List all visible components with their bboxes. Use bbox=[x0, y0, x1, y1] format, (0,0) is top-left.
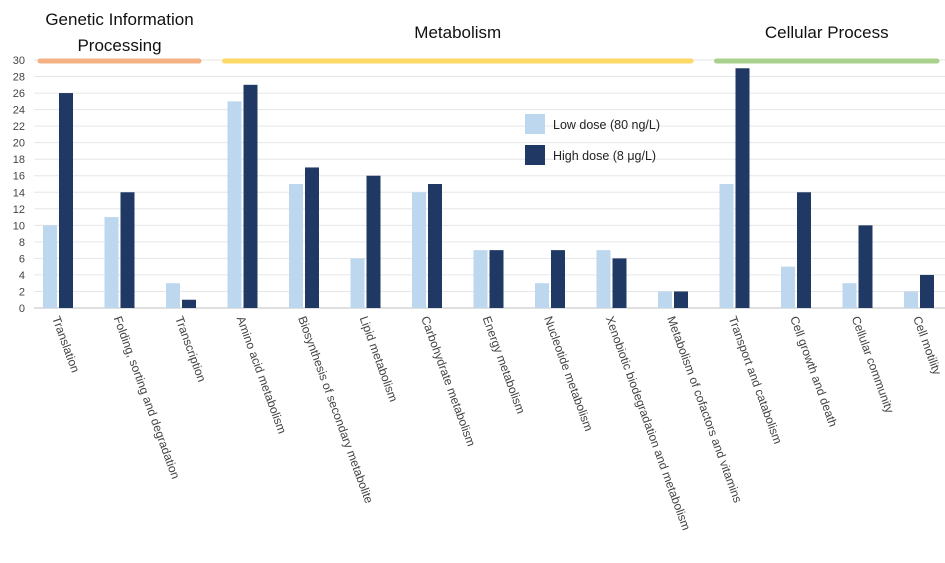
bar-high-dose bbox=[674, 291, 688, 308]
y-tick-label: 30 bbox=[13, 55, 25, 67]
group-title: Metabolism bbox=[414, 23, 501, 42]
bar-high-dose bbox=[489, 250, 504, 308]
y-tick-label: 10 bbox=[13, 220, 25, 232]
x-tick-label: Transcription bbox=[172, 314, 209, 384]
y-tick-label: 8 bbox=[19, 237, 25, 249]
bar-low-dose bbox=[289, 184, 303, 308]
y-tick-label: 28 bbox=[13, 72, 25, 84]
x-tick-label: Lipid metabolism bbox=[357, 314, 401, 403]
bar-low-dose bbox=[473, 250, 488, 308]
y-tick-label: 16 bbox=[13, 171, 25, 183]
y-tick-label: 24 bbox=[13, 105, 25, 117]
legend-swatch bbox=[525, 145, 545, 165]
group-title: Cellular Process bbox=[765, 23, 889, 42]
bar-high-dose bbox=[120, 192, 135, 308]
bar-high-dose bbox=[243, 84, 258, 308]
y-tick-label: 6 bbox=[19, 253, 25, 265]
category-groups: Genetic Information Processing Metabolism C… bbox=[37, 10, 940, 64]
bar-low-dose bbox=[535, 283, 549, 308]
bar-low-dose bbox=[43, 225, 57, 308]
y-tick-label: 20 bbox=[13, 138, 25, 150]
x-tick-label: Carbohydrate metabolism bbox=[418, 314, 478, 448]
bar-high-dose bbox=[366, 175, 381, 308]
group-title: Genetic Information bbox=[45, 10, 193, 29]
bar-high-dose bbox=[305, 167, 319, 308]
bar-low-dose bbox=[904, 291, 918, 308]
bar-low-dose bbox=[781, 266, 795, 308]
x-tick-label: Nucleotide metabolism bbox=[541, 314, 596, 433]
legend-label: High dose (8 μg/L) bbox=[553, 149, 656, 163]
legend-swatch bbox=[525, 114, 545, 134]
y-tick-label: 0 bbox=[19, 303, 25, 315]
bar-high-dose bbox=[858, 225, 873, 308]
x-tick-label: Folding, sorting and degradation bbox=[111, 314, 183, 481]
y-tick-label: 22 bbox=[13, 121, 25, 133]
x-tick-label: Cellular community bbox=[849, 314, 897, 415]
bar-low-dose bbox=[719, 184, 734, 308]
x-tick-label: Amino acid metabolism bbox=[234, 314, 290, 435]
x-tick-label: Translation bbox=[49, 314, 82, 374]
x-axis-labels: Translation Folding, sorting and degradat… bbox=[49, 314, 944, 532]
x-tick-label: Biosynthesis of secondary metabolite bbox=[295, 314, 376, 505]
bar-low-dose bbox=[412, 192, 426, 308]
bar-low-dose bbox=[166, 283, 180, 308]
bars bbox=[43, 68, 934, 309]
group-title: Processing bbox=[77, 36, 161, 55]
bar-low-dose bbox=[596, 250, 611, 308]
bar-high-dose bbox=[59, 93, 73, 308]
y-tick-label: 2 bbox=[19, 286, 25, 298]
y-tick-label: 4 bbox=[19, 270, 25, 282]
bar-high-dose bbox=[920, 274, 934, 308]
bar-low-dose bbox=[658, 291, 672, 308]
bar-high-dose bbox=[735, 68, 750, 309]
bar-low-dose bbox=[842, 283, 857, 308]
x-tick-label: Energy metabolism bbox=[480, 314, 528, 415]
x-tick-label: Cell motility bbox=[910, 314, 944, 376]
legend-label: Low dose (80 ng/L) bbox=[553, 118, 660, 132]
y-tick-label: 14 bbox=[13, 187, 25, 199]
x-tick-label: Metabolism of cofactors and vitamins bbox=[664, 314, 745, 504]
bar-high-dose bbox=[182, 299, 196, 308]
bar-low-dose bbox=[227, 101, 242, 308]
bar-high-dose bbox=[612, 258, 627, 308]
x-tick-label: Transport and catabolism bbox=[726, 314, 785, 446]
bar-high-dose bbox=[797, 192, 811, 308]
x-tick-label: Cell growth and death bbox=[787, 314, 840, 428]
y-tick-label: 26 bbox=[13, 88, 25, 100]
legend: Low dose (80 ng/L) High dose (8 μg/L) bbox=[525, 114, 660, 165]
y-tick-label: 12 bbox=[13, 204, 25, 216]
bar-low-dose bbox=[104, 217, 119, 308]
y-tick-label: 18 bbox=[13, 154, 25, 166]
bar-high-dose bbox=[428, 184, 442, 308]
gridlines bbox=[34, 59, 945, 309]
bar-high-dose bbox=[551, 250, 565, 308]
bar-low-dose bbox=[350, 258, 365, 308]
